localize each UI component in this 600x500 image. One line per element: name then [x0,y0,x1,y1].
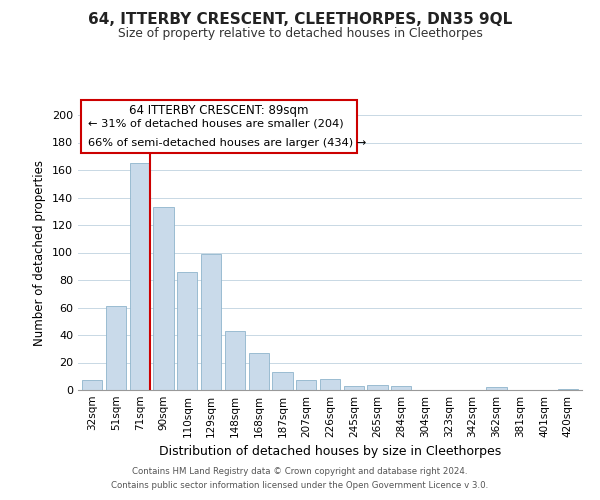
Bar [320,379,340,390]
Bar [177,272,197,390]
Text: ← 31% of detached houses are smaller (204): ← 31% of detached houses are smaller (20… [88,118,344,128]
Bar [487,387,506,390]
Bar [130,163,150,390]
Bar [154,207,173,390]
Y-axis label: Number of detached properties: Number of detached properties [34,160,46,346]
Text: Size of property relative to detached houses in Cleethorpes: Size of property relative to detached ho… [118,28,482,40]
Text: 64, ITTERBY CRESCENT, CLEETHORPES, DN35 9QL: 64, ITTERBY CRESCENT, CLEETHORPES, DN35 … [88,12,512,28]
X-axis label: Distribution of detached houses by size in Cleethorpes: Distribution of detached houses by size … [159,446,501,458]
Bar [248,353,269,390]
Bar [367,384,388,390]
Bar [557,388,578,390]
Bar [225,331,245,390]
Bar [344,386,364,390]
Bar [201,254,221,390]
Text: Contains public sector information licensed under the Open Government Licence v : Contains public sector information licen… [112,481,488,490]
Text: Contains HM Land Registry data © Crown copyright and database right 2024.: Contains HM Land Registry data © Crown c… [132,467,468,476]
Text: 66% of semi-detached houses are larger (434) →: 66% of semi-detached houses are larger (… [88,138,367,148]
Bar [106,306,126,390]
Bar [82,380,103,390]
Text: 64 ITTERBY CRESCENT: 89sqm: 64 ITTERBY CRESCENT: 89sqm [129,104,309,117]
Bar [391,386,412,390]
Bar [272,372,293,390]
Bar [296,380,316,390]
